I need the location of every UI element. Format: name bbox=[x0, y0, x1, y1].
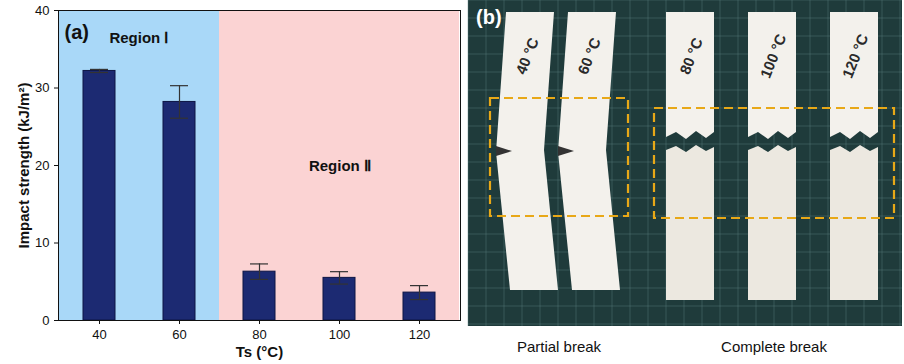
svg-text:10: 10 bbox=[35, 235, 49, 250]
svg-text:Region Ⅰ: Region Ⅰ bbox=[109, 29, 168, 46]
svg-text:(b): (b) bbox=[476, 6, 502, 28]
svg-text:120 °C: 120 °C bbox=[838, 31, 871, 80]
svg-text:40: 40 bbox=[35, 3, 49, 18]
svg-text:Partial break: Partial break bbox=[517, 338, 602, 355]
svg-text:60: 60 bbox=[172, 327, 186, 342]
svg-text:100 °C: 100 °C bbox=[756, 31, 789, 80]
svg-text:60 °C: 60 °C bbox=[574, 35, 604, 76]
svg-text:40: 40 bbox=[92, 327, 106, 342]
svg-text:Region Ⅱ: Region Ⅱ bbox=[309, 157, 371, 174]
svg-text:40 °C: 40 °C bbox=[512, 35, 542, 76]
svg-text:80: 80 bbox=[252, 327, 266, 342]
svg-text:0: 0 bbox=[42, 313, 49, 328]
svg-text:Impact strength (kJ/m²): Impact strength (kJ/m²) bbox=[15, 83, 32, 249]
svg-text:Complete break: Complete break bbox=[721, 338, 827, 355]
svg-text:30: 30 bbox=[35, 80, 49, 95]
svg-text:Ts (°C): Ts (°C) bbox=[236, 343, 283, 360]
svg-text:100: 100 bbox=[329, 327, 351, 342]
svg-text:20: 20 bbox=[35, 158, 49, 173]
svg-text:120: 120 bbox=[409, 327, 431, 342]
svg-text:80 °C: 80 °C bbox=[676, 35, 706, 76]
svg-text:(a): (a) bbox=[65, 21, 89, 43]
